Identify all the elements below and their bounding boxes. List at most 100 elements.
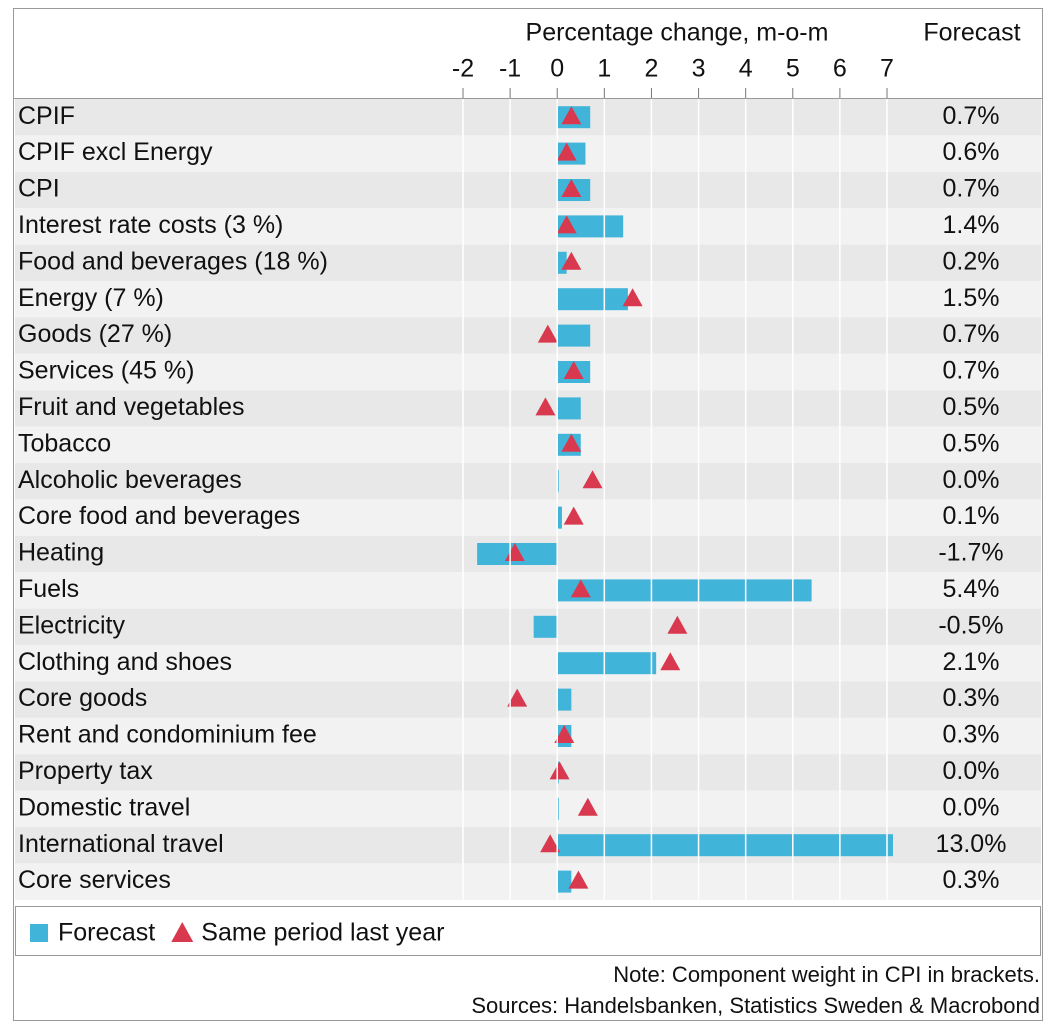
marker [622,288,643,307]
row-band [15,208,1041,245]
row-band [15,171,1041,209]
marker [556,142,577,161]
marker [554,725,575,743]
row-band [15,353,1041,391]
marker [660,652,681,671]
marker [540,834,561,853]
x-tick-label: 2 [644,55,658,83]
category-label: Clothing and shoes [18,648,232,676]
note: Note: Component weight in CPI in bracket… [613,962,1040,987]
category-label: Energy (7 %) [18,284,164,312]
category-label: Fuels [18,575,79,603]
category-label: CPI [18,175,60,203]
category-label: Food and beverages (18 %) [18,247,328,275]
bar [557,506,562,529]
bar [533,615,558,638]
row-band [15,608,1041,645]
legend-label: Same period last year [201,919,444,947]
category-label: Core goods [18,684,147,712]
value-label: 2.1% [943,648,1000,676]
value-label: 0.3% [943,866,1000,894]
x-tick-label: 5 [786,55,800,83]
category-label: Interest rate costs (3 %) [18,211,283,239]
row-band [15,863,1041,900]
row-band [15,499,1041,536]
category-label: Goods (27 %) [18,320,172,348]
value-label: 0.7% [943,357,1000,385]
x-tick-label: -1 [499,55,521,83]
row-band [15,135,1041,172]
bar [557,251,567,274]
category-label: Rent and condominium fee [18,721,317,749]
marker [549,761,570,780]
x-tick-label: 7 [880,55,894,83]
marker [582,470,603,489]
row-band [15,754,1041,791]
x-tick-label: -2 [452,55,474,83]
x-tick-label: 3 [692,55,706,83]
category-label: Fruit and vegetables [18,393,245,421]
category-label: International travel [18,830,224,858]
bar [557,288,628,311]
x-tick-label: 6 [833,55,847,83]
row-band [15,281,1041,318]
bar [557,324,591,347]
value-label: 0.7% [943,320,1000,348]
value-label: 0.2% [943,247,1000,275]
bar [557,834,893,857]
value-label: -0.5% [938,611,1003,639]
marker [561,433,582,452]
category-label: Alcoholic beverages [18,466,242,494]
plot [477,106,893,893]
category-label: Core services [18,866,171,894]
marker [556,215,577,234]
bar [557,579,812,602]
category-label: Services (45 %) [18,357,194,385]
category-label: Property tax [18,757,153,785]
bar [557,870,572,893]
value-label: 13.0% [936,830,1007,858]
x-tick-label: 4 [739,55,753,83]
row-band [15,390,1041,427]
value-label: 0.5% [943,429,1000,457]
row-band [15,790,1041,827]
category-label: Electricity [18,611,125,639]
value-label: 0.7% [943,175,1000,203]
value-label: -1.7% [938,539,1003,567]
marker [535,397,556,416]
value-label: 0.3% [943,684,1000,712]
value-label: 1.5% [943,284,1000,312]
row-band [15,463,1041,500]
legend [15,906,1041,956]
marker [568,870,589,889]
row-band [15,681,1041,718]
legend-swatch [171,922,194,942]
bar [557,397,581,420]
value-label: 5.4% [943,575,1000,603]
value-label: 0.0% [943,466,1000,494]
row-band [15,99,1041,136]
row-band [15,645,1041,682]
marker [577,797,598,816]
x-tick-label: 1 [597,55,611,83]
column-header: Forecast [923,19,1020,47]
value-label: 0.3% [943,721,1000,749]
legend-label: Forecast [58,919,155,947]
marker [537,324,558,343]
marker [570,579,591,598]
bar [557,652,657,675]
bar [557,688,572,711]
x-tick-label: 0 [550,55,564,83]
value-label: 0.5% [943,393,1000,421]
chart-title: Percentage change, m-o-m [526,19,829,47]
value-label: 0.0% [943,793,1000,821]
row-band [15,317,1041,354]
legend-swatch [30,924,48,942]
marker [561,251,582,270]
value-label: 0.1% [943,502,1000,530]
marker [667,615,688,634]
value-label: 0.6% [943,138,1000,166]
row-band [15,426,1041,463]
